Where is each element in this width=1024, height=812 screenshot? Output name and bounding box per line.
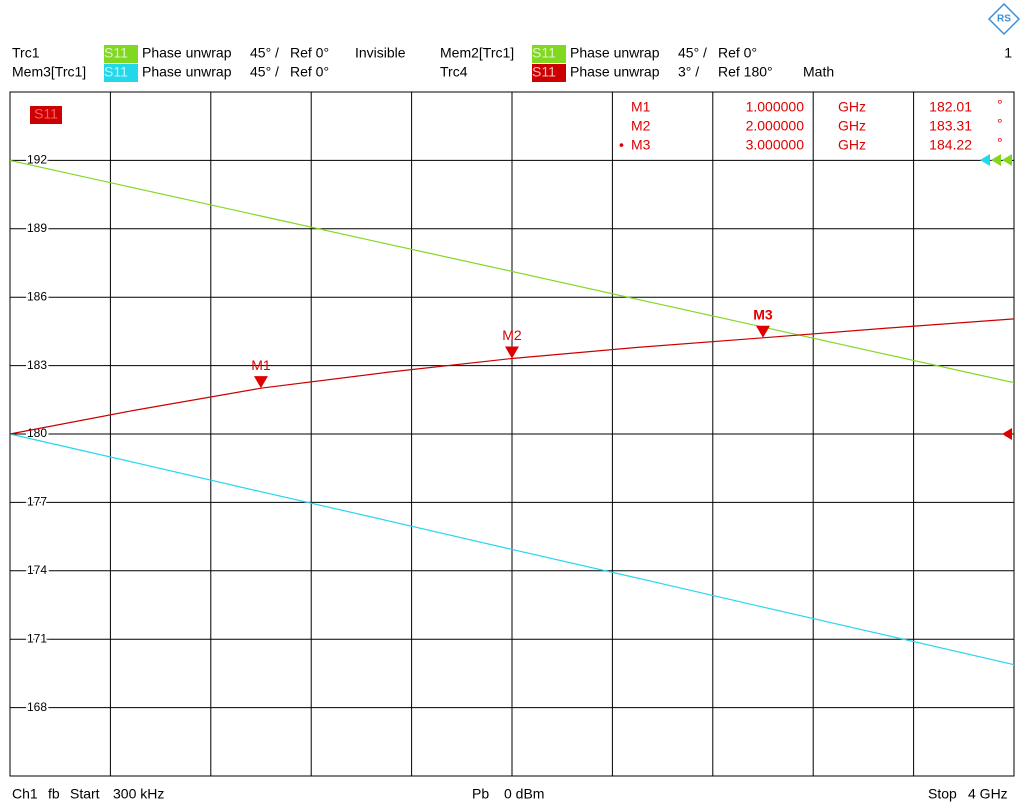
active-trace-label: S11 — [34, 106, 58, 122]
trace-name: Mem3[Trc1] — [12, 64, 86, 80]
marker-label: M2 — [502, 327, 522, 343]
footer-channel: Ch1 — [12, 786, 38, 802]
trace-scale: 45° / — [250, 45, 279, 61]
marker-value: 182.01 — [929, 99, 972, 115]
reference-arrows — [980, 154, 1012, 440]
trace-param: S11 — [532, 64, 556, 80]
marker-name: M2 — [631, 118, 651, 134]
trace-format: Phase unwrap — [142, 64, 232, 80]
trace-ref: Ref 0° — [290, 64, 329, 80]
trace-param: S11 — [104, 45, 128, 61]
trace-ref: Ref 0° — [290, 45, 329, 61]
marker-unit: GHz — [838, 99, 866, 115]
window-number: 1 — [1004, 45, 1012, 61]
footer-power: 0 dBm — [504, 786, 544, 802]
trace-format: Phase unwrap — [570, 45, 660, 61]
trace-badge — [532, 64, 566, 82]
y-tick-label: 189 — [27, 221, 47, 235]
marker-label: M3 — [753, 306, 773, 322]
marker-unit: GHz — [838, 118, 866, 134]
trace-line — [9, 159, 1015, 384]
y-tick-label: 168 — [27, 700, 47, 714]
trace-line — [9, 433, 1015, 666]
footer-power-label: Pb — [472, 786, 489, 802]
marker-label: M1 — [251, 357, 271, 373]
marker-value-unit: ° — [997, 97, 1003, 113]
y-tick-label: 174 — [27, 563, 47, 577]
trace-ref: Ref 180° — [718, 64, 773, 80]
trace-scale: 45° / — [250, 64, 279, 80]
trace-format: Phase unwrap — [142, 45, 232, 61]
marker-frequency: 1.000000 — [746, 99, 805, 115]
trace-param: S11 — [104, 64, 128, 80]
marker-value-unit: ° — [997, 116, 1003, 132]
trace-scale: 45° / — [678, 45, 707, 61]
marker-name: M1 — [631, 99, 651, 115]
y-tick-label: 171 — [27, 631, 47, 645]
footer-stop-label: Stop — [928, 786, 957, 802]
trace-badge — [104, 64, 138, 82]
marker — [504, 346, 519, 359]
footer-stop: 4 GHz — [968, 786, 1008, 802]
marker-frequency: 3.000000 — [746, 137, 805, 153]
trace-scale: 3° / — [678, 64, 699, 80]
logo: RS — [987, 2, 1021, 36]
marker-bullet: • — [619, 137, 624, 153]
footer-start-label: Start — [70, 786, 100, 802]
trace-badge — [104, 45, 138, 63]
marker — [755, 325, 770, 338]
trace-name: Mem2[Trc1] — [440, 45, 514, 61]
marker-value-unit: ° — [997, 135, 1003, 151]
active-trace-badge — [30, 106, 62, 124]
marker — [253, 376, 268, 389]
marker-value: 184.22 — [929, 137, 972, 153]
trace-badge — [532, 45, 566, 63]
footer-sweep: fb — [48, 786, 60, 802]
trace-state: Math — [803, 64, 834, 80]
trace-name: Trc4 — [440, 64, 468, 80]
marker-unit: GHz — [838, 137, 866, 153]
trace-state: Invisible — [355, 45, 406, 61]
y-tick-label: 192 — [27, 153, 47, 167]
trace-param: S11 — [532, 45, 556, 61]
trace-format: Phase unwrap — [570, 64, 660, 80]
trace-line — [9, 318, 1015, 435]
trace-ref: Ref 0° — [718, 45, 757, 61]
svg-text:RS: RS — [997, 14, 1011, 25]
trace-name: Trc1 — [12, 45, 40, 61]
y-tick-label: 186 — [27, 289, 47, 303]
y-tick-label: 177 — [27, 495, 47, 509]
footer-start: 300 kHz — [113, 786, 164, 802]
marker-name: M3 — [631, 137, 651, 153]
y-tick-label: 183 — [27, 358, 47, 372]
marker-frequency: 2.000000 — [746, 118, 805, 134]
marker-value: 183.31 — [929, 118, 972, 134]
